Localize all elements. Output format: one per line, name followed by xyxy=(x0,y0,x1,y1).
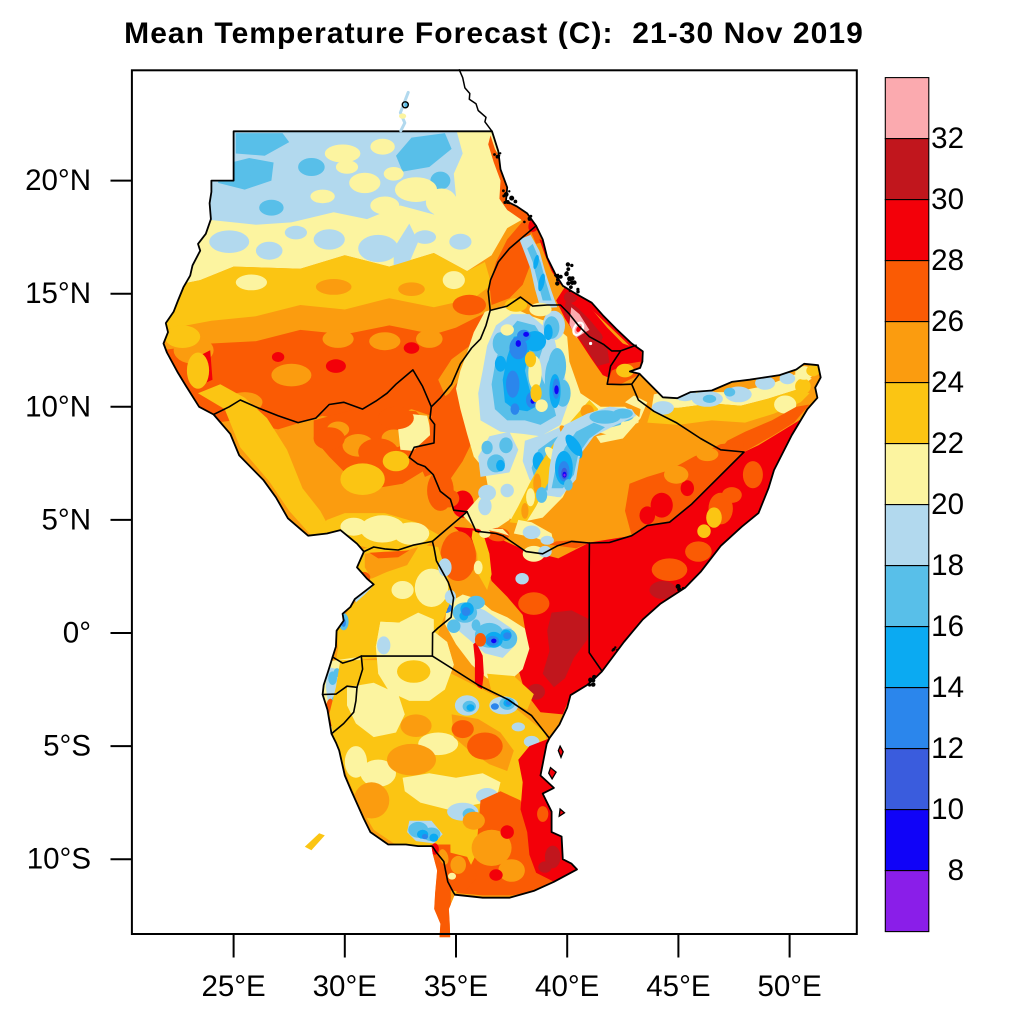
svg-text:26: 26 xyxy=(931,305,964,338)
svg-text:10°N: 10°N xyxy=(25,390,91,423)
svg-text:0°: 0° xyxy=(63,617,91,650)
svg-text:10: 10 xyxy=(931,793,964,826)
svg-text:50°E: 50°E xyxy=(757,970,821,1003)
svg-text:20: 20 xyxy=(931,488,964,521)
svg-text:5°N: 5°N xyxy=(41,503,91,536)
svg-text:40°E: 40°E xyxy=(535,970,599,1003)
svg-text:22: 22 xyxy=(931,427,964,460)
svg-text:32: 32 xyxy=(931,122,964,155)
svg-text:8: 8 xyxy=(948,854,964,887)
svg-text:15°N: 15°N xyxy=(25,277,91,310)
svg-text:16: 16 xyxy=(931,610,964,643)
svg-text:20°N: 20°N xyxy=(25,164,91,197)
svg-text:35°E: 35°E xyxy=(424,970,488,1003)
svg-text:14: 14 xyxy=(931,671,964,704)
svg-text:30: 30 xyxy=(931,183,964,216)
svg-text:12: 12 xyxy=(931,732,964,765)
svg-text:Mean Temperature Forecast (C):: Mean Temperature Forecast (C): 21-30 Nov… xyxy=(124,17,864,50)
svg-text:5°S: 5°S xyxy=(43,730,91,763)
svg-text:24: 24 xyxy=(931,366,964,399)
svg-text:18: 18 xyxy=(931,549,964,582)
svg-text:30°E: 30°E xyxy=(313,970,377,1003)
svg-text:28: 28 xyxy=(931,244,964,277)
svg-text:25°E: 25°E xyxy=(201,970,265,1003)
svg-text:45°E: 45°E xyxy=(646,970,710,1003)
svg-text:10°S: 10°S xyxy=(27,843,91,876)
